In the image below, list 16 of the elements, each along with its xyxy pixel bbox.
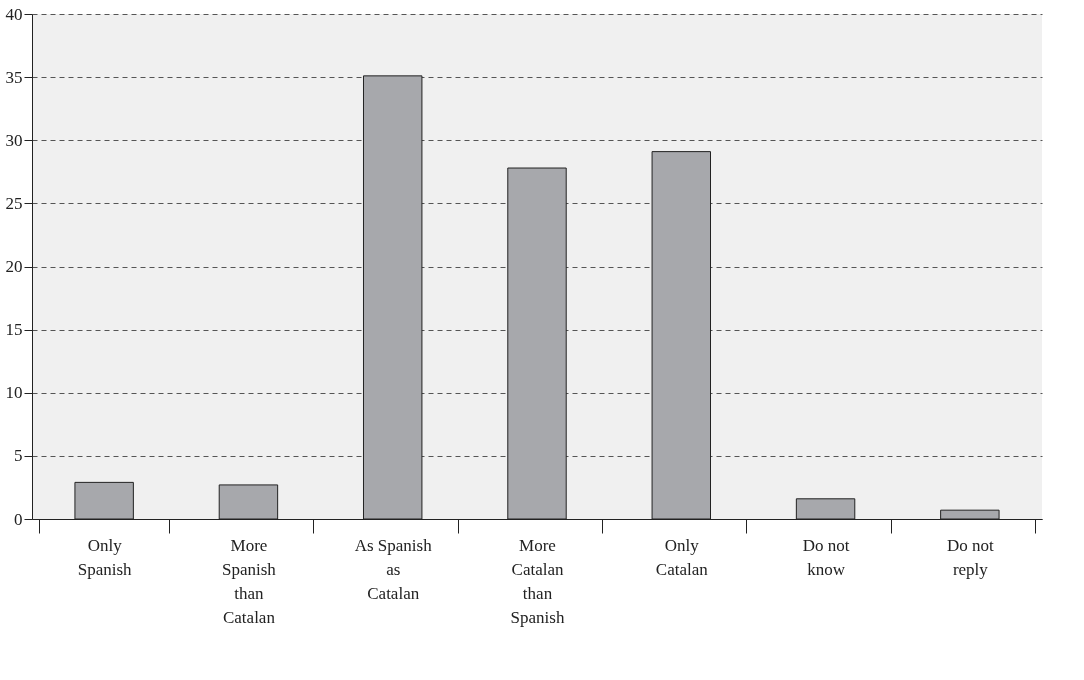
x-tick-label: Do not know — [802, 535, 850, 579]
x-tick-label: As Spanish as Catalan — [354, 535, 433, 603]
y-tick-label: 5 — [14, 446, 23, 466]
y-tick-label: 30 — [5, 130, 23, 150]
y-tick-label: 20 — [5, 257, 23, 276]
x-tick-label: More Catalan than Spanish — [510, 535, 565, 627]
x-tick-label: More Spanish than Catalan — [222, 535, 277, 627]
y-tick-label: 15 — [5, 320, 23, 340]
y-tick-label: 35 — [5, 67, 23, 87]
y-tick-label: 0 — [14, 509, 23, 529]
x-tick-label: Only Catalan — [655, 535, 709, 579]
x-tick-label: Only Spanish — [77, 535, 133, 579]
y-tick-label: 40 — [5, 4, 23, 24]
y-tick-label: 25 — [5, 193, 23, 213]
x-tick-label: Do not reply — [946, 535, 995, 579]
y-tick-label: 10 — [5, 383, 23, 403]
